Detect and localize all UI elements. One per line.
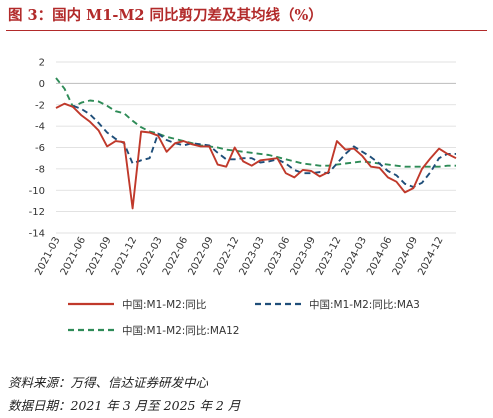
series-lines bbox=[55, 77, 457, 210]
x-tick-label: 2024-09 bbox=[391, 235, 420, 277]
y-tick-label: -4 bbox=[35, 122, 45, 133]
x-tick-label: 2021-12 bbox=[110, 235, 139, 277]
series-line-0 bbox=[55, 102, 457, 210]
source-note: 资料来源：万得、信达证券研发中心 bbox=[8, 375, 209, 390]
x-tick-label: 2022-12 bbox=[212, 235, 241, 277]
x-tick-label: 2023-06 bbox=[263, 235, 292, 277]
x-tick-label: 2024-06 bbox=[365, 235, 394, 277]
y-tick-label: -12 bbox=[29, 207, 45, 218]
line-chart: 2 0 -2 -4 -6 -8 -10 -12 -142021-032021-062021-09… bbox=[29, 58, 457, 337]
x-tick-label: 2024-12 bbox=[416, 235, 445, 277]
x-tick-label: 2021-06 bbox=[59, 235, 88, 277]
x-tick-label: 2022-09 bbox=[187, 235, 216, 277]
series-line-2 bbox=[55, 77, 456, 168]
x-tick-label: 2023-09 bbox=[289, 235, 318, 277]
y-tick-label: -6 bbox=[35, 143, 45, 154]
title-divider bbox=[6, 30, 487, 31]
y-tick-label: -10 bbox=[29, 186, 45, 197]
y-tick-label: 2 bbox=[39, 58, 45, 69]
y-tick-label: 0 bbox=[39, 79, 45, 90]
chart-axes: 2 0 -2 -4 -6 -8 -10 -12 -142021-032021-062021-09… bbox=[29, 58, 456, 277]
x-tick-label: 2022-06 bbox=[161, 235, 190, 277]
y-tick-label: -8 bbox=[35, 164, 45, 175]
legend-label: 中国:M1-M2:同比 bbox=[122, 298, 206, 311]
legend-label: 中国:M1-M2:同比:MA12 bbox=[122, 324, 239, 337]
x-tick-label: 2023-03 bbox=[238, 235, 267, 277]
x-tick-label: 2024-03 bbox=[340, 235, 369, 277]
legend-label: 中国:M1-M2:同比:MA3 bbox=[309, 298, 420, 311]
chart-legend: 中国:M1-M2:同比 中国:M1-M2:同比:MA3 中国:M1-M2:同比:MA… bbox=[68, 298, 420, 337]
x-tick-label: 2023-12 bbox=[314, 235, 343, 277]
x-tick-label: 2021-03 bbox=[33, 235, 62, 277]
date-range-note: 数据日期：2021 年 3 月至 2025 年 2 月 bbox=[8, 398, 241, 413]
grid-lines bbox=[56, 61, 456, 234]
x-tick-label: 2021-09 bbox=[84, 235, 113, 277]
y-tick-label: -2 bbox=[35, 100, 45, 111]
y-tick-label: -14 bbox=[29, 229, 45, 240]
x-tick-label: 2022-03 bbox=[135, 235, 164, 277]
series-line-1 bbox=[72, 104, 456, 188]
figure-title: 图 3：国内 M1-M2 同比剪刀差及其均线（%） bbox=[8, 7, 323, 24]
